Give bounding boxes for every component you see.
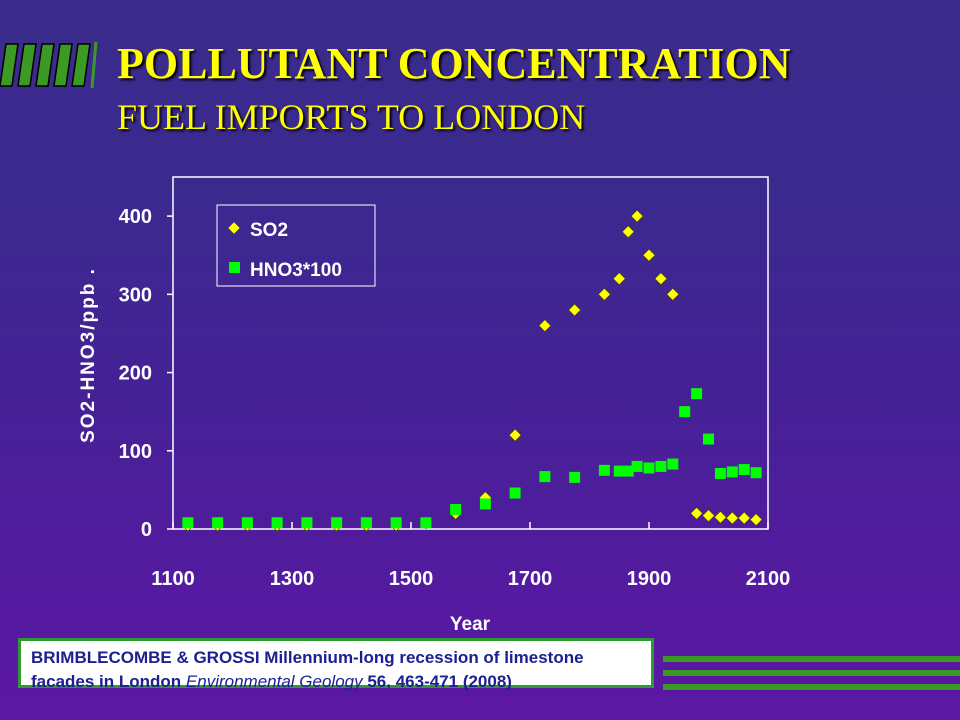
legend-label-hno3: HNO3*100 bbox=[250, 260, 342, 281]
hno3-point bbox=[631, 460, 643, 472]
hno3-point bbox=[738, 464, 750, 476]
plot-area bbox=[172, 176, 769, 530]
hno3-point bbox=[655, 460, 667, 472]
x-axis-label: Year bbox=[450, 614, 491, 635]
x-tick-label: 2100 bbox=[746, 568, 791, 590]
hno3-point bbox=[622, 465, 634, 477]
so2-point bbox=[642, 248, 656, 262]
hno3-point bbox=[750, 467, 762, 479]
reference-journal: Environmental Geology bbox=[185, 672, 363, 691]
legend-square-icon bbox=[229, 262, 240, 273]
hno3-point bbox=[420, 517, 432, 529]
hno3-point bbox=[390, 517, 402, 529]
x-tick-label: 1100 bbox=[151, 568, 194, 590]
green-stripes-decoration bbox=[663, 656, 960, 690]
so2-point bbox=[713, 510, 727, 524]
legend-label-so2: SO2 bbox=[250, 220, 288, 241]
hno3-point bbox=[212, 517, 224, 529]
so2-point bbox=[538, 319, 552, 333]
reference-box: BRIMBLECOMBE & GROSSI Millennium-long re… bbox=[18, 638, 654, 691]
hno3-point bbox=[643, 462, 655, 474]
y-tick-label: 400 bbox=[119, 206, 152, 228]
legend-box bbox=[216, 204, 376, 287]
legend: SO2 HNO3*100 bbox=[216, 204, 376, 287]
hno3-point bbox=[331, 517, 343, 529]
y-tick-label: 0 bbox=[141, 519, 152, 541]
hno3-point bbox=[241, 517, 253, 529]
y-tick-label: 300 bbox=[119, 284, 152, 306]
reference-line-2: facades in London Environmental Geology … bbox=[31, 670, 651, 694]
so2-point bbox=[508, 428, 522, 442]
hno3-point bbox=[691, 388, 703, 400]
slide-title: POLLUTANT CONCENTRATION bbox=[117, 39, 791, 88]
y-axis-label: SO2-HNO3/ppb . bbox=[78, 267, 99, 443]
so2-point bbox=[749, 513, 763, 527]
hno3-point bbox=[726, 466, 738, 478]
so2-point bbox=[702, 509, 715, 523]
hno3-point bbox=[613, 465, 625, 477]
so2-point bbox=[597, 287, 611, 301]
hno3-point bbox=[667, 458, 679, 470]
slide-subtitle: FUEL IMPORTS TO LONDON bbox=[117, 97, 586, 137]
so2-point bbox=[612, 272, 626, 286]
hno3-point bbox=[301, 517, 313, 529]
x-axis-ticks: 1100 1300 1500 1700 1900 2100 bbox=[151, 522, 790, 590]
hno3-point bbox=[360, 517, 372, 529]
so2-point bbox=[725, 511, 739, 525]
y-axis-ticks: 0 100 200 300 400 bbox=[119, 206, 173, 541]
hno3-point bbox=[271, 517, 283, 529]
hno3-point bbox=[598, 464, 610, 476]
legend-diamond-icon bbox=[227, 221, 241, 235]
hno3-point bbox=[182, 517, 194, 529]
scatter-chart: 0 100 200 300 400 1100 1300 1500 1700 1900 2100 Y… bbox=[78, 176, 790, 635]
reference-citation: 56, 463-471 (2008) bbox=[362, 672, 512, 691]
so2-point bbox=[568, 303, 582, 317]
hno3-point bbox=[714, 467, 726, 479]
y-tick-label: 100 bbox=[119, 441, 152, 463]
so2-point bbox=[630, 209, 644, 223]
hno3-point bbox=[679, 406, 691, 418]
so2-point bbox=[737, 511, 751, 525]
x-tick-label: 1700 bbox=[508, 568, 553, 590]
y-tick-label: 200 bbox=[119, 363, 152, 385]
hno3-point bbox=[509, 487, 521, 499]
reference-line2-start: facades in London bbox=[31, 672, 186, 691]
x-tick-label: 1500 bbox=[389, 568, 434, 590]
so2-point bbox=[666, 287, 680, 301]
reference-line-1: BRIMBLECOMBE & GROSSI Millennium-long re… bbox=[31, 648, 584, 667]
green-bars-decoration bbox=[0, 41, 98, 89]
hno3-point bbox=[450, 503, 462, 515]
hno3-point bbox=[569, 471, 581, 483]
so2-point bbox=[654, 272, 668, 286]
so2-point bbox=[690, 506, 704, 520]
x-tick-label: 1900 bbox=[627, 568, 672, 590]
data-points bbox=[181, 209, 763, 532]
hno3-point bbox=[539, 471, 551, 483]
hno3-point bbox=[479, 498, 491, 510]
x-tick-label: 1300 bbox=[270, 568, 315, 590]
so2-point bbox=[621, 225, 635, 239]
hno3-point bbox=[703, 433, 714, 445]
